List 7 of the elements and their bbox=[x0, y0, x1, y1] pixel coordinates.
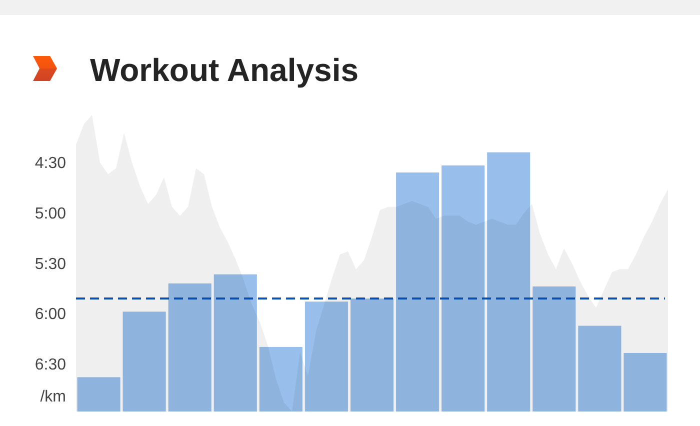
y-axis-title: /km bbox=[40, 388, 66, 406]
y-tick-label: 5:30 bbox=[34, 256, 66, 273]
y-tick-label: 6:00 bbox=[34, 306, 66, 324]
y-tick-label: 4:30 bbox=[34, 154, 66, 172]
chart-title: Workout Analysis bbox=[90, 52, 358, 88]
y-tick-label: 5:00 bbox=[34, 205, 66, 222]
y-tick-label: 6:30 bbox=[34, 356, 66, 374]
